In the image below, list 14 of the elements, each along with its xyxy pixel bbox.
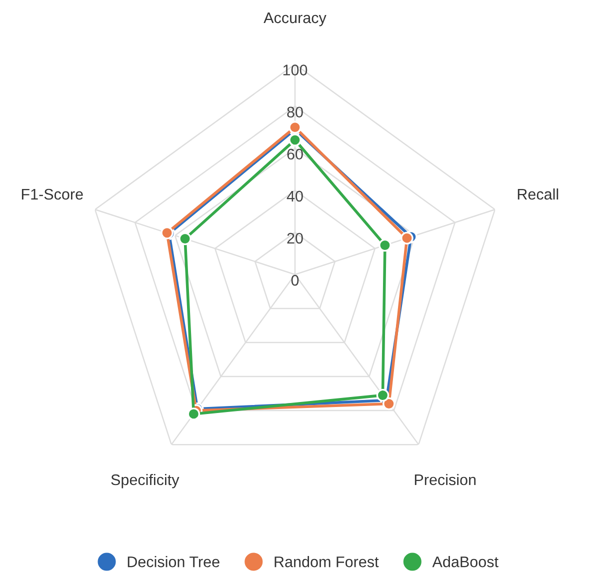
y-tick-label: 40 bbox=[286, 190, 303, 202]
spoke-label: F1-Score bbox=[22, 188, 83, 200]
legend-label: AdaBoost bbox=[432, 556, 498, 568]
legend-label: Decision Tree bbox=[128, 556, 220, 568]
legend-label: Random Forest bbox=[274, 556, 379, 568]
spoke-label: Precision bbox=[414, 474, 476, 486]
y-tick-label: 20 bbox=[287, 232, 303, 244]
spoke-label: Recall bbox=[518, 188, 558, 200]
y-tick-label: 60 bbox=[287, 148, 303, 160]
spoke-label: Accuracy bbox=[264, 12, 326, 26]
y-tick-label: 0 bbox=[291, 274, 299, 286]
y-tick-label: 100 bbox=[283, 64, 308, 76]
spoke-label: Specificity bbox=[111, 474, 180, 488]
y-tick-label: 80 bbox=[287, 106, 303, 118]
